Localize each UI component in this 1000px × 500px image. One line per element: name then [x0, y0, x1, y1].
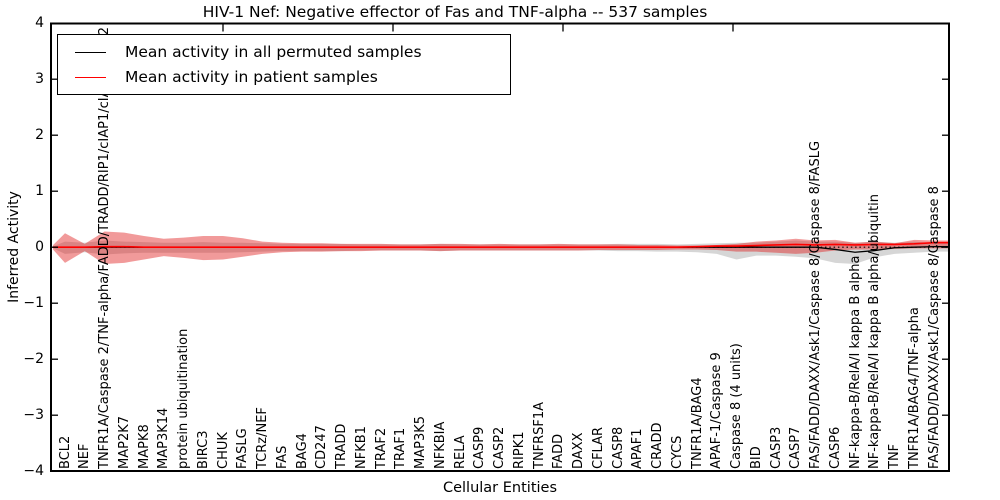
- x-tick-label: Caspase 8 (4 units): [729, 343, 744, 469]
- x-tick-label: RELA: [452, 435, 468, 469]
- x-tick-label: NEF: [77, 443, 93, 469]
- x-tick-label: APAF1: [630, 428, 646, 469]
- x-tick-label: MAP2K7: [116, 415, 132, 469]
- x-tick-label: TNFRSF1A: [531, 401, 547, 469]
- x-tick-label: FAS/FADD/DAXX/Ask1/Caspase 8/Caspase 8: [926, 186, 942, 469]
- x-tick-label: CASP6: [827, 426, 843, 469]
- x-tick-label: CRADD: [650, 422, 665, 470]
- chart-title: HIV-1 Nef: Negative effector of Fas and …: [202, 3, 708, 21]
- y-tick-label: 0: [35, 239, 44, 256]
- x-axis-label: Cellular Entities: [442, 480, 558, 496]
- x-tick-label: CASP9: [472, 426, 488, 469]
- x-tick-label: TNF: [887, 443, 902, 469]
- x-tick-label: CYCS: [669, 435, 685, 469]
- x-tick-label: FAS/FADD/DAXX/Ask1/Caspase 8/Caspase 8/F…: [808, 140, 823, 469]
- x-tick-label: APAF-1/Caspase 9: [709, 352, 725, 469]
- x-tick-label: TCRz/NEF: [255, 407, 270, 469]
- y-tick-label: −2: [23, 351, 44, 368]
- y-tick-label: 1: [35, 183, 44, 200]
- red-line-sample-icon: [75, 76, 106, 78]
- x-tick-label: MAP3K5: [413, 415, 428, 469]
- x-tick-label: BIRC3: [195, 430, 211, 470]
- x-tick-label: RIPK1: [511, 431, 527, 469]
- x-tick-label: protein ubiquitination: [176, 328, 191, 469]
- x-tick-label: NFKBIA: [432, 421, 448, 469]
- x-tick-label: TNFR1A/BAG4: [689, 377, 705, 469]
- x-tick-label: CASP3: [768, 426, 784, 469]
- x-tick-label: FADD: [551, 433, 567, 469]
- legend-label-patient: Mean activity in patient samples: [125, 68, 378, 86]
- y-tick-label: −1: [23, 295, 44, 312]
- y-tick-label: −4: [23, 463, 44, 480]
- x-tick-label: FAS: [274, 445, 290, 469]
- x-tick-label: CFLAR: [590, 426, 606, 469]
- x-tick-label: CD247: [314, 425, 330, 469]
- y-tick-label: −3: [23, 407, 44, 424]
- x-tick-label: MAP3K14: [156, 407, 172, 469]
- x-tick-label: CASP2: [492, 426, 507, 469]
- legend-label-permuted: Mean activity in all permuted samples: [125, 43, 422, 61]
- legend: Mean activity in all permuted samples Me…: [57, 34, 511, 95]
- x-tick-label: NF-kappa-B/RelA/I kappa B alpha/ubiquiti…: [867, 194, 883, 469]
- x-tick-label: CASP7: [788, 426, 804, 469]
- y-tick-label: 2: [35, 127, 44, 144]
- black-line-sample-icon: [75, 51, 106, 53]
- x-tick-label: CHUK: [215, 432, 231, 469]
- x-tick-label: DAXX: [571, 432, 586, 470]
- x-tick-label: MAPK8: [136, 424, 152, 469]
- y-tick-label: 3: [35, 71, 44, 88]
- x-tick-label: TRAF2: [373, 427, 389, 469]
- x-tick-label: BCL2: [57, 435, 73, 469]
- x-tick-label: TNFR1A/BAG4/TNF-alpha: [906, 307, 922, 469]
- patient-mean-line: [53, 241, 949, 248]
- legend-item-patient: Mean activity in patient samples: [75, 68, 510, 86]
- x-tick-label: NF-kappa-B/RelA/I kappa B alpha: [847, 255, 863, 469]
- legend-item-permuted: Mean activity in all permuted samples: [75, 43, 510, 61]
- x-tick-label: BAG4: [294, 433, 310, 469]
- x-tick-label: BID: [748, 446, 764, 469]
- x-tick-label: TRAF1: [393, 427, 409, 469]
- y-axis-label: Inferred Activity: [6, 191, 22, 303]
- x-tick-label: FASLG: [235, 428, 251, 469]
- x-tick-label: NFKB1: [353, 426, 369, 469]
- x-tick-label: CASP8: [610, 426, 626, 469]
- x-tick-label: TRADD: [334, 423, 349, 469]
- y-tick-label: 4: [35, 15, 44, 32]
